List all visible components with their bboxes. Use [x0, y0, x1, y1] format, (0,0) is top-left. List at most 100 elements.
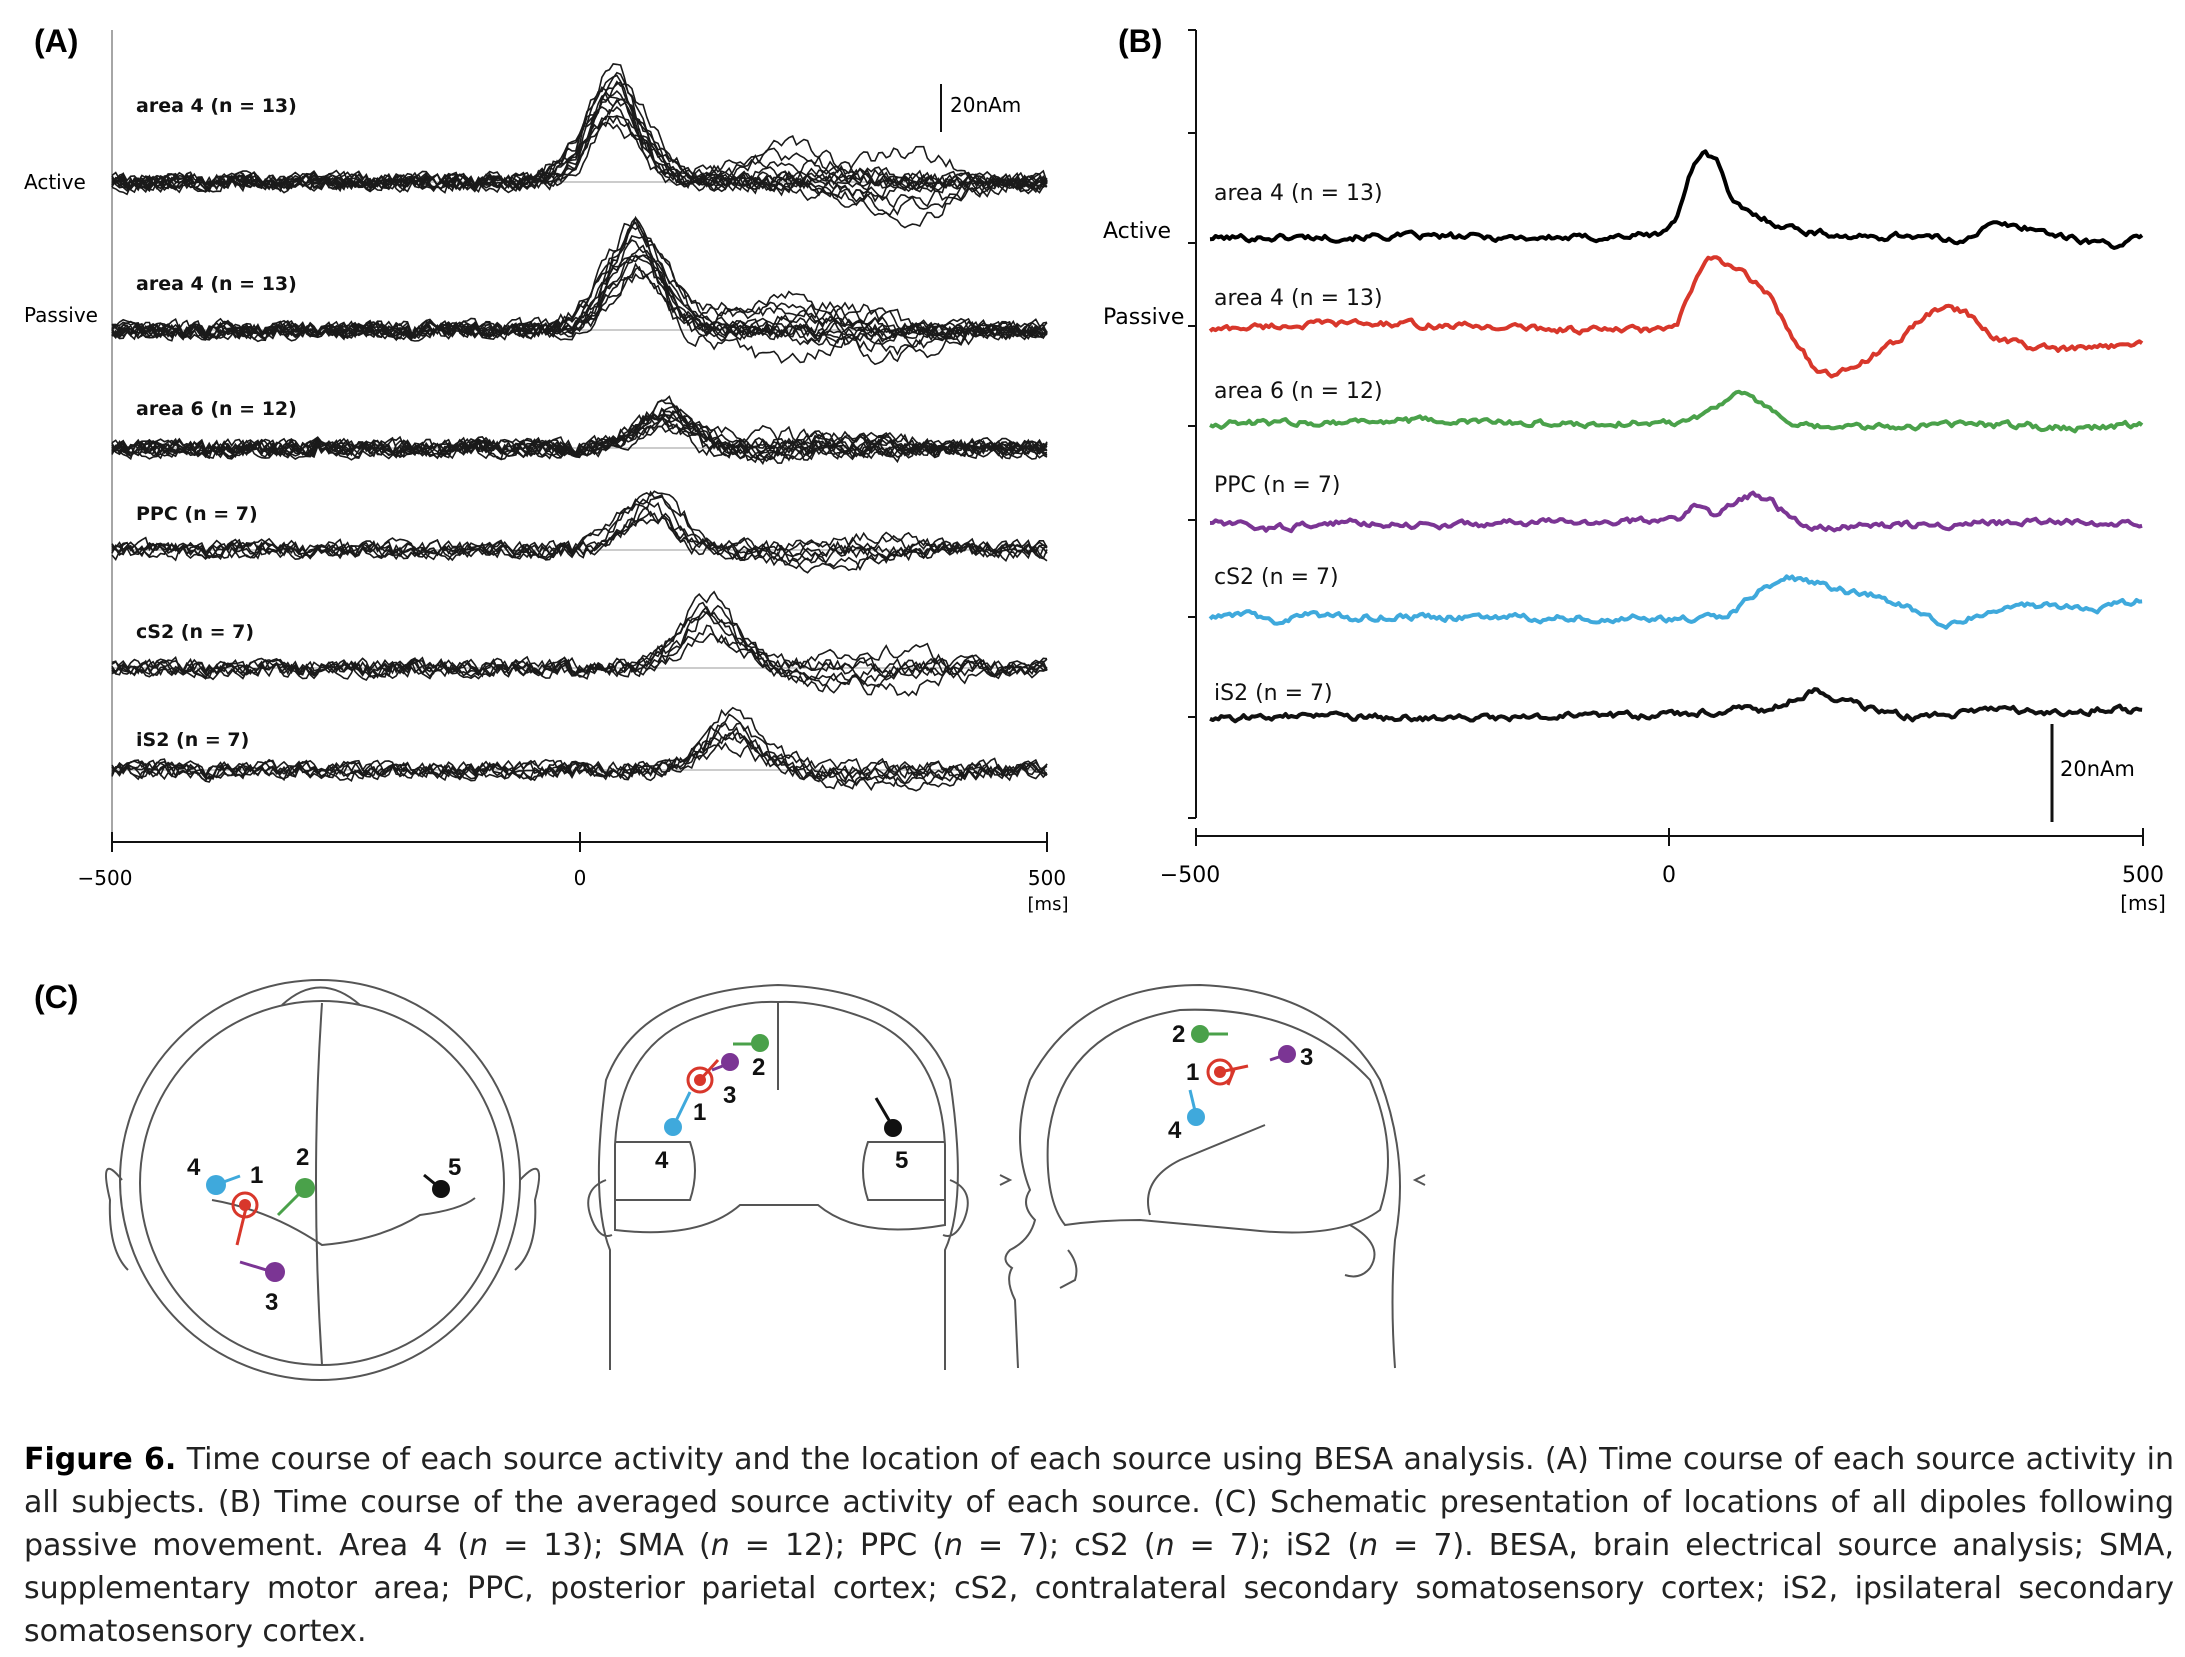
- series-label: area 4 (n = 13): [1214, 286, 1383, 311]
- sylvian-fissure: [1147, 1124, 1266, 1216]
- scalebar-label: 20nAm: [2060, 757, 2135, 781]
- dipole-1: 1: [1186, 1058, 1249, 1086]
- series-line-1: [1209, 149, 2144, 250]
- row-label: PPC (n = 7): [136, 503, 258, 525]
- subject-trace: [111, 421, 1048, 460]
- figure-6: (A) (B) (C) −500 0 500 [ms] 20nAm Active…: [24, 23, 2166, 1381]
- subject-trace: [111, 114, 1048, 229]
- series-label: PPC (n = 7): [1214, 473, 1340, 498]
- caption-n: n: [1155, 1528, 1175, 1563]
- row-label: area 4 (n = 13): [136, 95, 297, 117]
- subject-trace: [111, 80, 1048, 193]
- dipole-label: 4: [187, 1154, 201, 1181]
- dipole-label: 2: [752, 1054, 765, 1081]
- panel-a-x-ticks: −500 0 500 [ms]: [78, 832, 1068, 915]
- figure-label: Figure 6.: [24, 1442, 177, 1477]
- caption-text: = 7); iS2 (: [1174, 1528, 1360, 1563]
- subject-trace: [111, 605, 1048, 679]
- dipoles-top-view: 1 2 3 4 5: [187, 1144, 461, 1316]
- nose: [281, 986, 361, 1006]
- ear-right: [942, 1179, 969, 1237]
- head-top-view: [105, 979, 541, 1381]
- series-line-3: [1209, 389, 2144, 434]
- row-label: area 4 (n = 13): [136, 273, 297, 295]
- x-tick-label: 0: [574, 866, 587, 890]
- subject-trace: [111, 601, 1048, 694]
- temporal-lobe-right: [862, 1141, 945, 1201]
- series-label: cS2 (n = 7): [1214, 565, 1339, 590]
- caption-text: = 7); cS2 (: [962, 1528, 1156, 1563]
- series-label: area 4 (n = 13): [1214, 181, 1383, 206]
- condition-passive-label: Passive: [24, 303, 98, 327]
- panel-b-x-ticks: −500 0 500 [ms]: [1160, 828, 2166, 915]
- dipole-5: 5: [874, 1097, 908, 1174]
- panel-c-label: (C): [34, 979, 78, 1015]
- dipole-5: 5: [423, 1154, 461, 1198]
- subject-trace: [111, 105, 1048, 207]
- dipole-label: 5: [895, 1147, 908, 1174]
- caption-text: = 7). BESA, brain electrical source anal…: [24, 1528, 2174, 1649]
- x-tick-label: −500: [1160, 863, 1220, 888]
- condition-active-label: Active: [1103, 219, 1171, 244]
- dipole-4: 4: [655, 1091, 692, 1174]
- series-line-2: [1208, 255, 2144, 379]
- caption-n: n: [469, 1528, 489, 1563]
- panel-a-traces: [111, 63, 1048, 792]
- panel-a: −500 0 500 [ms] 20nAm Active Passive are…: [24, 30, 1068, 915]
- ear-left: [105, 1167, 129, 1271]
- subject-trace: [111, 405, 1048, 464]
- dipole-4: 4: [187, 1154, 241, 1195]
- head-outline: [1004, 983, 1401, 1369]
- row-label: iS2 (n = 7): [136, 729, 249, 751]
- row-label: cS2 (n = 7): [136, 621, 254, 643]
- x-unit-label: [ms]: [2120, 891, 2166, 915]
- dipole-3: 3: [1269, 1044, 1313, 1071]
- row-label: area 6 (n = 12): [136, 398, 297, 420]
- x-tick-label: 500: [2122, 863, 2164, 888]
- dipole-label: 3: [723, 1082, 736, 1109]
- dipole-2: 2: [733, 1034, 769, 1081]
- subject-trace: [111, 98, 1048, 196]
- x-tick-label: 500: [1028, 866, 1066, 890]
- dipole-4: 4: [1168, 1089, 1205, 1144]
- temporal-lobe-left: [615, 1141, 696, 1201]
- head-sagittal-view: [999, 983, 1426, 1369]
- subject-trace: [111, 624, 1048, 681]
- ear: [1344, 1224, 1376, 1278]
- subject-trace: [111, 498, 1048, 562]
- panel-a-label: (A): [34, 23, 78, 59]
- ear-right: [514, 1167, 541, 1271]
- midline: [315, 1002, 323, 1366]
- ear-left: [587, 1179, 613, 1237]
- subject-trace: [111, 742, 1048, 784]
- subject-trace: [111, 510, 1048, 562]
- panel-b-traces: [1208, 149, 2144, 724]
- dipole-1: 1: [686, 1058, 720, 1126]
- panel-b-scalebar: 20nAm: [2050, 724, 2135, 822]
- dipole-1: 1: [231, 1162, 263, 1246]
- caption-n: n: [1359, 1528, 1379, 1563]
- subject-trace: [111, 730, 1048, 792]
- caption-n: n: [710, 1528, 730, 1563]
- dipole-label: 2: [1172, 1021, 1185, 1048]
- dipoles-coronal-view: 1 2 3 4 5: [655, 1034, 908, 1174]
- figure-caption: Figure 6. Time course of each source act…: [24, 1438, 2174, 1653]
- dipole-3: 3: [239, 1260, 285, 1316]
- head-outline: [597, 983, 959, 1370]
- series-line-5: [1208, 574, 2143, 630]
- dipoles-sagittal-view: 1 2 3 4: [1168, 1021, 1313, 1144]
- dipole-2: 2: [276, 1144, 315, 1217]
- dipole-label: 1: [1186, 1059, 1199, 1086]
- caption-text: = 13); SMA (: [488, 1528, 711, 1563]
- series-label: area 6 (n = 12): [1214, 379, 1383, 404]
- condition-active-label: Active: [24, 170, 86, 194]
- subject-trace: [111, 610, 1048, 680]
- subject-trace: [111, 224, 1048, 340]
- dipole-label: 3: [1300, 1044, 1313, 1071]
- panel-b-series-labels: area 4 (n = 13) area 4 (n = 13) area 6 (n …: [1214, 181, 1383, 706]
- dipole-label: 4: [655, 1147, 669, 1174]
- panel-a-scalebar: 20nAm: [940, 84, 1021, 132]
- panel-b-label: (B): [1118, 23, 1162, 59]
- caption-text: = 12); PPC (: [729, 1528, 944, 1563]
- subject-trace: [111, 395, 1048, 461]
